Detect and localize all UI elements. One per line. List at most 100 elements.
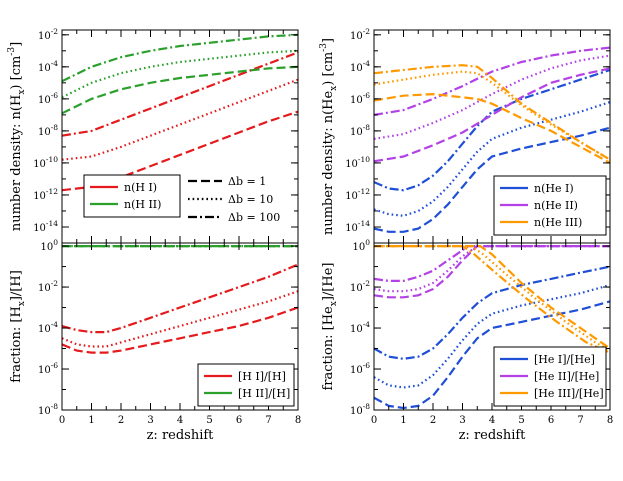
style-legend-label: Δb = 1 <box>228 175 266 188</box>
y-tick-label: 10-6 <box>350 91 370 106</box>
y-tick-label: 10-8 <box>38 402 58 417</box>
y-tick-label: 10-2 <box>350 279 370 294</box>
legend-label: n(He I) <box>534 182 574 195</box>
y-axis-label: fraction: [Hex]/[He] <box>321 263 339 391</box>
series-line-top-left-1 <box>62 78 298 161</box>
x-tick-label: 8 <box>607 415 613 426</box>
x-tick-label: 8 <box>295 415 301 426</box>
y-tick-label: 10-8 <box>38 123 58 138</box>
series-line-top-right-8 <box>374 64 610 161</box>
series-group <box>374 46 610 233</box>
legend-label: [He III]/[He] <box>534 387 604 400</box>
series-line-bottom-right-2 <box>374 265 610 360</box>
series-line-bottom-right-7 <box>374 245 610 352</box>
legend: [He I]/[He] [He II]/[He] [He III]/[He] <box>493 346 607 407</box>
legend-label: [He II]/[He] <box>534 370 599 383</box>
series-line-top-left-3 <box>62 65 298 115</box>
y-tick-label: 10-10 <box>33 155 58 170</box>
legend-label: n(He II) <box>534 199 578 212</box>
x-axis-label: z: redshift <box>459 428 527 443</box>
y-tick-label: 10-8 <box>350 123 370 138</box>
style-legend-label: Δb = 100 <box>228 211 280 224</box>
series-group <box>62 33 298 192</box>
y-tick-label: 10-2 <box>38 27 58 42</box>
series-group <box>62 245 298 354</box>
x-tick-label: 0 <box>59 415 65 426</box>
panel-top-right: 10-14 10-12 10-10 10-8 10-6 10-4 10-2 number de… <box>319 27 611 244</box>
x-tick-label: 4 <box>177 415 183 426</box>
y-tick-label: 10-12 <box>33 187 58 202</box>
y-axis-label: number density: n(Hx) [cm-3] <box>7 42 27 231</box>
series-group <box>374 245 610 410</box>
y-tick-label: 10-4 <box>350 320 370 335</box>
series-line-top-right-7 <box>374 70 610 161</box>
style-legend-label: Δb = 10 <box>228 193 273 206</box>
series-line-top-right-5 <box>374 46 610 116</box>
y-tick-label: 10-6 <box>350 361 370 376</box>
series-line-bottom-right-6 <box>374 245 610 350</box>
series-line-top-left-5 <box>62 33 298 83</box>
y-tick-label: 10-2 <box>350 27 370 42</box>
x-axis-label: z: redshift <box>147 428 215 443</box>
x-tick-label: 0 <box>371 415 377 426</box>
panel-bottom-right: 0 1 2 3 4 5 6 7 8 10-8 10-6 10-4 10-2 100 z: redshift f… <box>321 238 613 443</box>
legend-label: n(H I) <box>124 181 157 194</box>
legend: n(H I) n(H II) <box>83 174 181 218</box>
y-axis-label: fraction: [Hx]/[H] <box>9 270 27 383</box>
y-tick-label: 10-14 <box>33 219 58 234</box>
x-tick-label: 1 <box>400 415 406 426</box>
x-tick-label: 2 <box>118 415 124 426</box>
panel-bottom-left: 0 1 2 3 4 5 6 7 8 10-8 10-6 10-4 10-2 100 z: redshift f… <box>9 238 301 443</box>
x-tick-label: 1 <box>88 415 94 426</box>
y-tick-label: 10-8 <box>350 402 370 417</box>
series-line-top-right-0 <box>374 126 610 233</box>
style-legend: Δb = 1 Δb = 10 Δb = 100 <box>188 175 280 224</box>
series-line-bottom-left-1 <box>62 290 298 348</box>
series-line-top-right-4 <box>374 54 610 140</box>
legend-label: n(H II) <box>124 198 161 211</box>
legend-label: [H II]/[H] <box>238 387 290 400</box>
y-tick-label: 10-14 <box>345 219 370 234</box>
series-line-top-left-2 <box>62 51 298 137</box>
legend-box <box>197 363 295 407</box>
y-tick-label: 10-4 <box>38 59 58 74</box>
x-tick-label: 5 <box>206 415 212 426</box>
x-tick-label: 3 <box>147 415 153 426</box>
legend: [H I]/[H] [H II]/[H] <box>197 363 295 407</box>
legend: n(He I) n(He II) n(He III) <box>493 175 607 236</box>
x-tick-label: 7 <box>577 415 583 426</box>
series-line-bottom-right-3 <box>374 245 610 299</box>
y-tick-label: 100 <box>40 238 58 253</box>
legend-label: [He I]/[He] <box>534 353 595 366</box>
y-tick-label: 10-6 <box>38 91 58 106</box>
series-line-bottom-left-2 <box>62 263 298 334</box>
x-tick-label: 2 <box>430 415 436 426</box>
series-line-bottom-right-8 <box>374 245 610 354</box>
y-tick-label: 10-4 <box>38 320 58 335</box>
y-tick-label: 10-2 <box>38 279 58 294</box>
series-line-top-right-6 <box>374 92 610 164</box>
panel-top-left: 10-14 10-12 10-10 10-8 10-6 10-4 10-2 number de… <box>7 27 299 244</box>
y-tick-label: 10-10 <box>345 155 370 170</box>
series-line-bottom-right-5 <box>374 245 610 282</box>
x-tick-label: 7 <box>265 415 271 426</box>
legend-box <box>83 174 181 218</box>
series-line-top-right-3 <box>374 67 610 163</box>
series-line-top-right-1 <box>374 101 610 217</box>
y-tick-label: 10-4 <box>350 59 370 74</box>
x-tick-label: 6 <box>548 415 554 426</box>
series-line-top-left-4 <box>62 49 298 99</box>
series-line-bottom-right-4 <box>374 245 610 293</box>
y-tick-label: 100 <box>352 238 370 253</box>
x-tick-label: 4 <box>489 415 495 426</box>
x-tick-label: 5 <box>518 415 524 426</box>
y-axis-label: number density: n(Hex) [cm-3] <box>319 38 339 235</box>
legend-label: n(He III) <box>534 216 582 229</box>
series-line-top-right-2 <box>374 68 610 192</box>
y-tick-label: 10-12 <box>345 187 370 202</box>
y-tick-label: 10-6 <box>38 361 58 376</box>
series-line-bottom-left-0 <box>62 306 298 354</box>
x-tick-label: 3 <box>459 415 465 426</box>
legend-label: [H I]/[H] <box>238 370 286 383</box>
